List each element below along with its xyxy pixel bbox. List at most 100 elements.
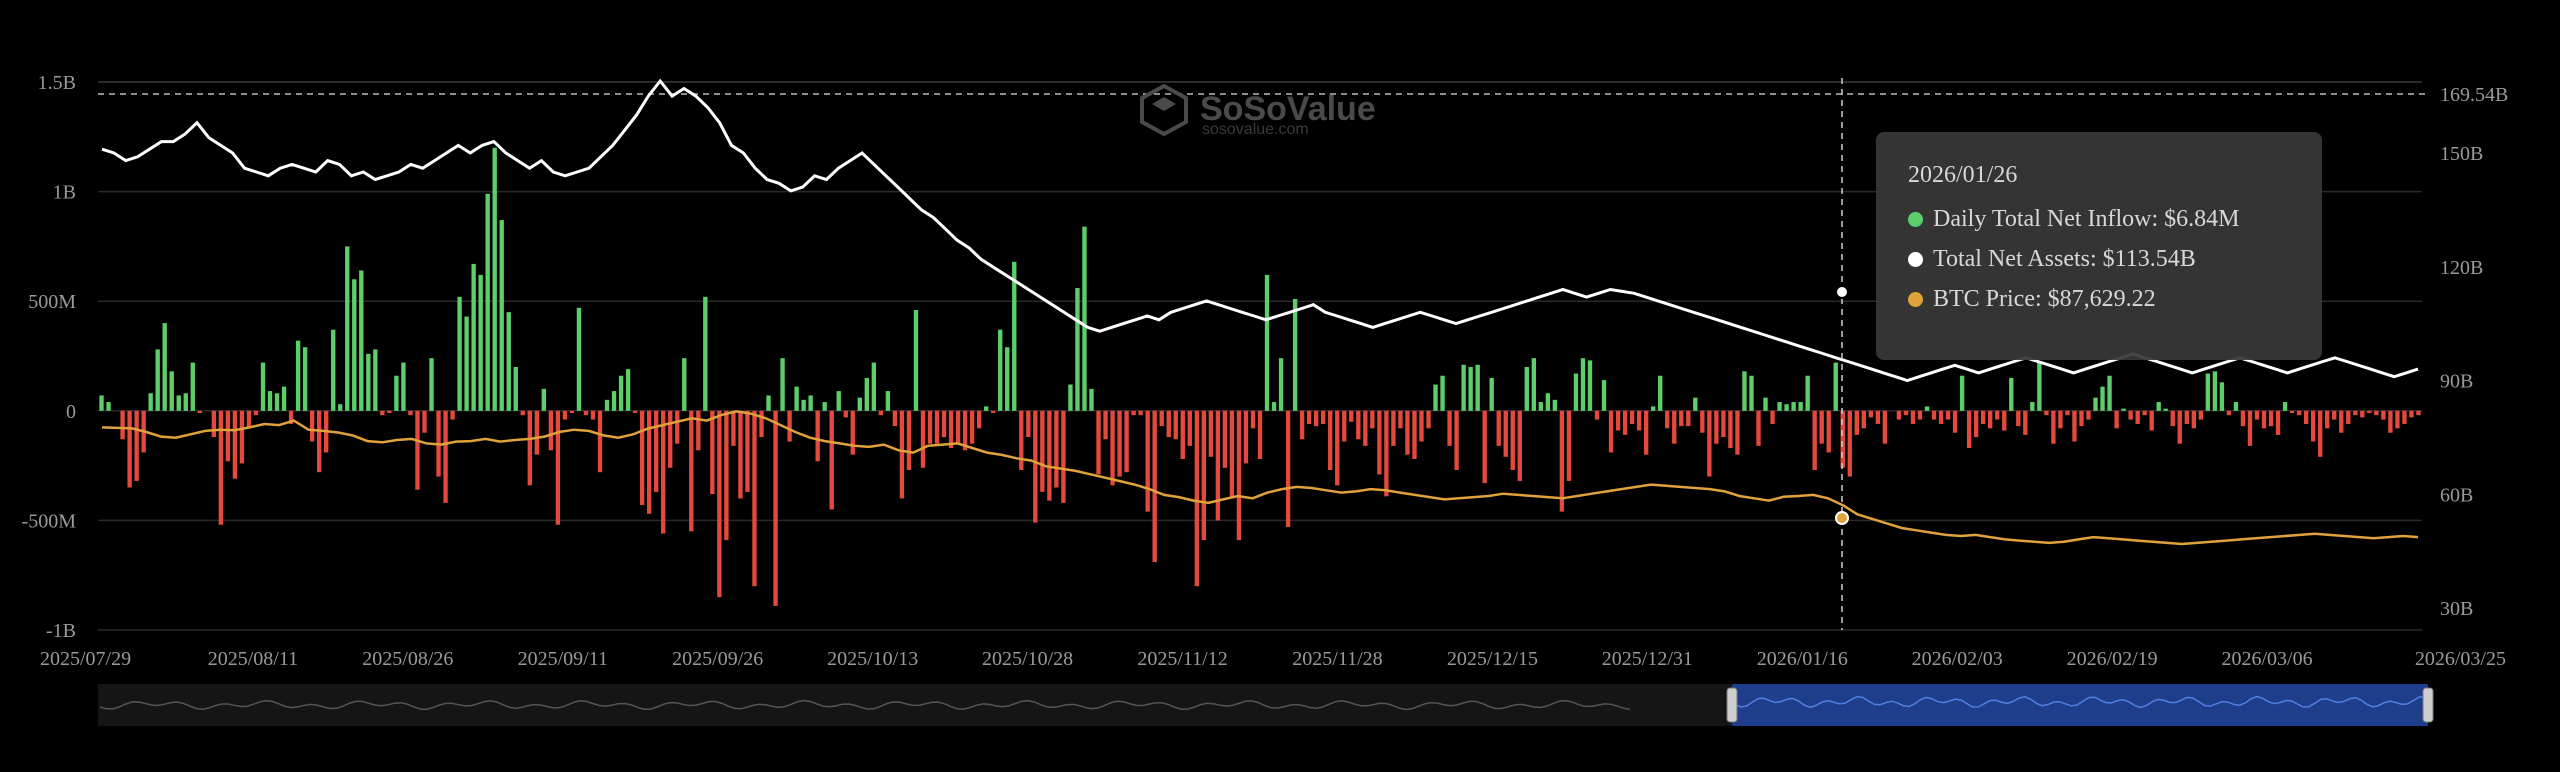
watermark: SoSoValue sosovalue.com	[1140, 83, 1376, 138]
inflow-bar	[962, 410, 968, 451]
inflow-bar	[1629, 410, 1635, 424]
inflow-bar	[422, 410, 427, 433]
inflow-bar	[1721, 410, 1726, 438]
inflow-bar	[1103, 410, 1108, 440]
x-tick-label: 2025/11/12	[1137, 648, 1227, 670]
inflow-bar	[1482, 410, 1487, 484]
inflow-bar	[1917, 410, 1923, 420]
inflow-bar	[1419, 410, 1424, 442]
inflow-bar	[2030, 402, 2035, 411]
inflow-bar	[1608, 410, 1614, 453]
inflow-bar	[1187, 410, 1192, 446]
inflow-bar	[991, 410, 996, 413]
inflow-bar	[948, 410, 954, 449]
inflow-bar	[1033, 410, 1038, 523]
inflow-bar	[2191, 410, 2196, 429]
x-tick-label: 2025/10/28	[982, 648, 1073, 670]
inflow-bar	[1496, 410, 1501, 446]
inflow-bar	[1651, 406, 1656, 411]
inflow-bar	[471, 263, 476, 411]
navigator-handle-right[interactable]	[2422, 687, 2434, 723]
inflow-bar	[1854, 410, 1859, 435]
inflow-bar	[1145, 410, 1150, 512]
inflow-bar	[752, 410, 757, 587]
inflow-bar	[1335, 410, 1340, 486]
inflow-bar	[2261, 410, 2267, 429]
inflow-bar	[1819, 410, 1824, 444]
inflow-bar	[1966, 410, 1972, 449]
inflow-bar	[1440, 375, 1445, 411]
inflow-bar	[1468, 366, 1473, 411]
inflow-bar	[2135, 410, 2140, 424]
inflow-bar	[1938, 410, 1944, 424]
inflow-bar	[1201, 410, 1207, 541]
inflow-bar	[2205, 373, 2211, 411]
inflow-bar	[1693, 397, 1698, 411]
inflow-bar	[682, 358, 687, 411]
inflow-bar	[843, 410, 848, 418]
navigator-selection[interactable]	[1732, 684, 2428, 726]
tooltip-row-inflow: Daily Total Net Inflow: $6.84M	[1908, 199, 2322, 239]
inflow-bar	[618, 375, 624, 411]
inflow-bar	[2184, 410, 2189, 424]
inflow-bar	[998, 329, 1003, 411]
inflow-bar	[2058, 410, 2063, 429]
inflow-bar	[1068, 384, 1073, 411]
inflow-bar	[2044, 410, 2049, 416]
inflow-bar	[1952, 410, 1958, 433]
inflow-bar	[464, 316, 469, 411]
inflow-bar	[976, 410, 982, 429]
inflow-bar	[1700, 410, 1705, 433]
inflow-bar	[1517, 410, 1522, 481]
inflow-bar	[576, 307, 582, 411]
right-axis-ticks: 169.54B 150B 120B 90B 60B 30B	[2440, 84, 2508, 620]
inflow-bar	[457, 296, 462, 411]
x-tick-label: 2025/09/11	[518, 648, 608, 670]
inflow-bar	[169, 371, 174, 411]
inflow-bar	[359, 270, 364, 411]
inflow-bar	[190, 362, 195, 411]
inflow-bar	[225, 410, 231, 462]
inflow-bar	[1559, 410, 1565, 512]
inflow-bar	[2114, 410, 2119, 429]
inflow-bar	[1552, 399, 1558, 411]
inflow-bar	[2247, 410, 2253, 446]
inflow-bar	[316, 410, 322, 473]
inflow-bar	[2296, 410, 2302, 416]
inflow-bar	[1229, 410, 1235, 499]
inflow-bar	[1503, 410, 1508, 457]
inflow-bar	[2128, 410, 2133, 420]
left-tick-label: -1B	[46, 620, 76, 642]
inflow-bar	[1636, 410, 1642, 431]
inflow-bar	[1924, 406, 1930, 411]
inflow-bar	[2212, 371, 2218, 411]
inflow-bar	[1545, 393, 1551, 411]
tooltip-row-btc: BTC Price: $87,629.22	[1908, 279, 2322, 319]
inflow-bar	[801, 399, 806, 411]
inflow-bar	[520, 410, 525, 416]
inflow-bar	[2072, 410, 2077, 442]
range-navigator[interactable]	[98, 684, 2434, 726]
tooltip-assets-text: Total Net Assets: $113.54B	[1933, 245, 2196, 272]
inflow-bar	[611, 391, 617, 411]
inflow-bar	[2367, 410, 2372, 413]
inflow-bar	[2275, 410, 2281, 435]
x-tick-label: 2025/10/13	[827, 648, 918, 670]
inflow-bar	[218, 410, 224, 525]
inflow-bar	[1405, 410, 1410, 455]
inflow-bar	[646, 410, 652, 514]
inflow-bar	[1461, 364, 1466, 411]
inflow-bar	[1194, 410, 1199, 587]
assets-marker	[1835, 285, 1849, 299]
inflow-bar	[2100, 386, 2105, 411]
navigator-handle-left[interactable]	[1726, 687, 1738, 723]
inflow-bar	[373, 349, 378, 411]
inflow-bar	[1433, 384, 1438, 411]
inflow-bar	[1257, 410, 1263, 460]
inflow-bar	[1047, 410, 1052, 501]
inflow-bar	[2051, 410, 2056, 444]
inflow-bar	[1306, 410, 1312, 424]
inflow-bar	[1173, 410, 1178, 440]
inflow-bar	[836, 391, 841, 411]
left-tick-label: -500M	[22, 510, 77, 532]
